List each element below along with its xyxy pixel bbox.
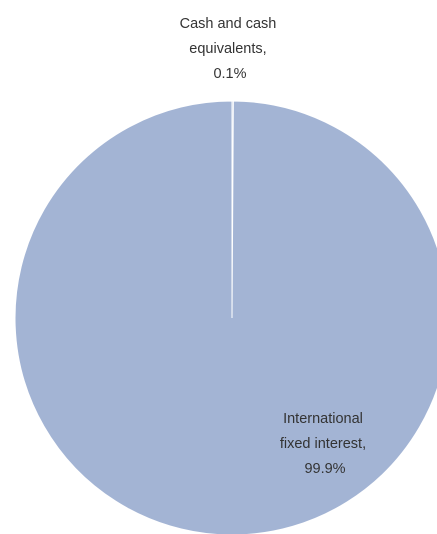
slice-label-international-line-3: 99.9% — [304, 461, 345, 477]
slice-label-international-line-1: International — [283, 411, 363, 427]
slice-label-cash: Cash and cash equivalents, 0.1% — [180, 16, 281, 82]
pie-slice-international-fixed-interest — [14, 100, 437, 534]
slice-label-cash-line-2: equivalents, — [189, 41, 266, 57]
slice-label-cash-line-3: 0.1% — [213, 66, 246, 82]
pie-slices — [14, 100, 437, 534]
slice-label-cash-line-1: Cash and cash — [180, 16, 277, 32]
slice-label-international-line-2: fixed interest, — [280, 436, 366, 452]
slice-label-international: International fixed interest, 99.9% — [280, 411, 370, 477]
